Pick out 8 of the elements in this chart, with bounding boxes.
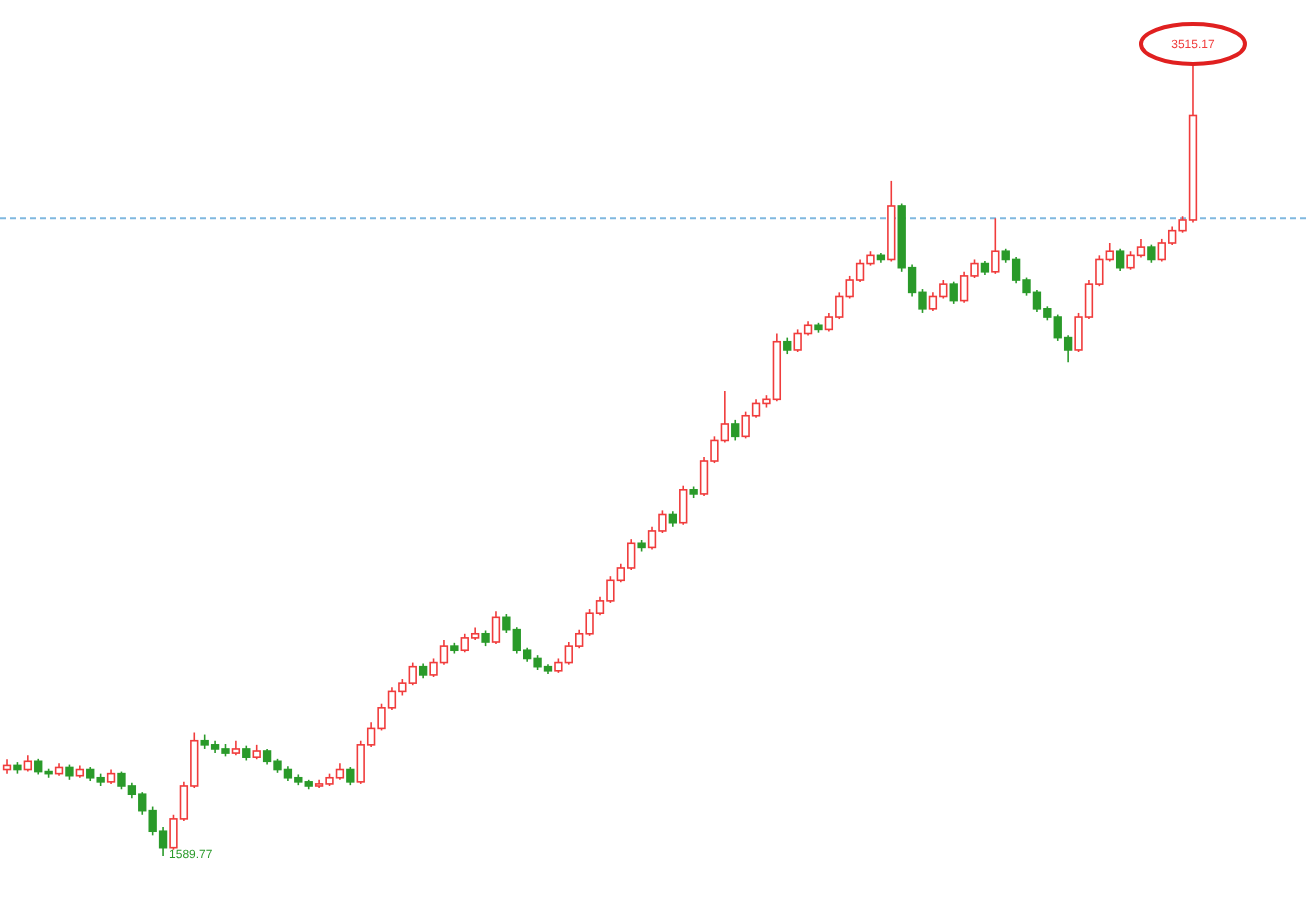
candlestick [1147, 243, 1156, 264]
candlestick [491, 610, 501, 645]
candlestick [346, 766, 355, 786]
candlestick [731, 419, 740, 442]
candlestick [1115, 247, 1125, 272]
candlestick [991, 217, 1000, 275]
candlestick [679, 484, 688, 526]
candlestick [949, 280, 958, 305]
